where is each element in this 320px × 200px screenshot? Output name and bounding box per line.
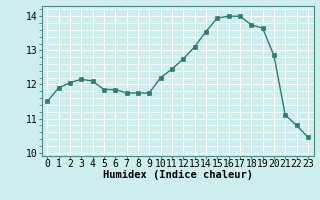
X-axis label: Humidex (Indice chaleur): Humidex (Indice chaleur) <box>103 170 252 180</box>
